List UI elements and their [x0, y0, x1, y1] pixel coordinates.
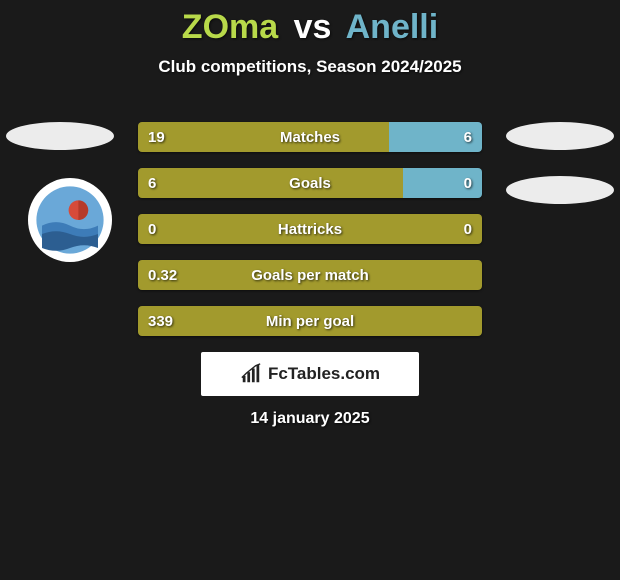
player1-photo-placeholder	[6, 122, 114, 150]
bar-label: Goals per match	[138, 260, 482, 290]
page-title: ZOma vs Anelli	[0, 0, 620, 47]
chart-icon	[240, 363, 262, 385]
bar-label: Goals	[138, 168, 482, 198]
brand-box: FcTables.com	[201, 352, 419, 396]
bar-label: Min per goal	[138, 306, 482, 336]
title-player1: ZOma	[182, 8, 278, 46]
bar-right-value: 0	[464, 168, 472, 198]
bar-row-hattricks: 0 Hattricks 0	[138, 214, 482, 244]
subtitle: Club competitions, Season 2024/2025	[0, 57, 620, 77]
player1-club-badge	[28, 178, 112, 262]
bar-right-value: 6	[464, 122, 472, 152]
date-text: 14 january 2025	[0, 410, 620, 428]
bar-label: Hattricks	[138, 214, 482, 244]
comparison-bars: 19 Matches 6 6 Goals 0 0 Hattricks 0 0.3…	[138, 122, 482, 352]
bar-row-goals-per-match: 0.32 Goals per match	[138, 260, 482, 290]
bar-right-value: 0	[464, 214, 472, 244]
title-player2: Anelli	[346, 8, 439, 46]
bar-row-min-per-goal: 339 Min per goal	[138, 306, 482, 336]
bar-row-matches: 19 Matches 6	[138, 122, 482, 152]
player2-club-placeholder	[506, 176, 614, 204]
club-badge-icon	[35, 185, 105, 255]
brand-text: FcTables.com	[268, 364, 380, 384]
title-vs: vs	[294, 8, 332, 46]
bar-label: Matches	[138, 122, 482, 152]
player2-photo-placeholder	[506, 122, 614, 150]
bar-row-goals: 6 Goals 0	[138, 168, 482, 198]
